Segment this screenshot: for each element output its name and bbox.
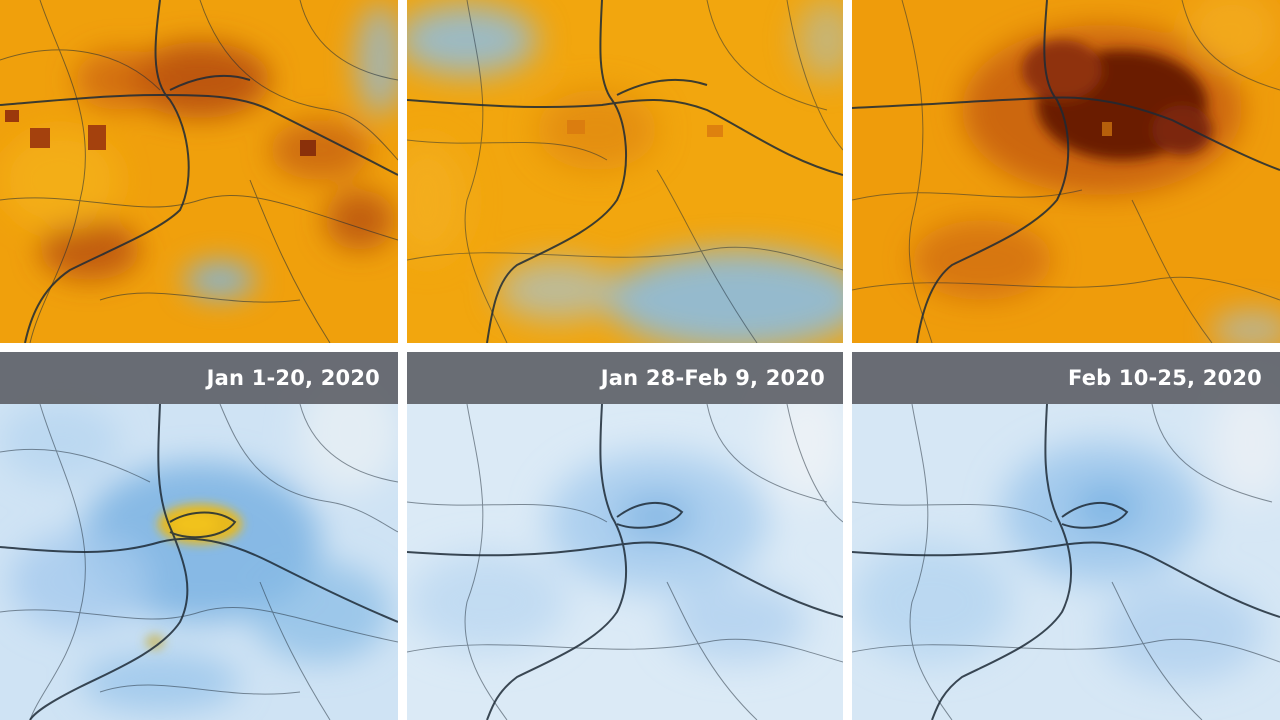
map-panel-bottom-right: Feb 10-25, 2020 <box>852 352 1280 720</box>
map-panel-top-right <box>852 0 1280 343</box>
map-panel-bottom-middle: Jan 28-Feb 9, 2020 <box>407 352 843 720</box>
period-label-3: Feb 10-25, 2020 <box>852 352 1280 404</box>
period-label-1: Jan 1-20, 2020 <box>0 352 398 404</box>
map-panel-top-left <box>0 0 398 343</box>
period-label-2: Jan 28-Feb 9, 2020 <box>407 352 843 404</box>
map-panel-top-middle <box>407 0 843 343</box>
map-panel-bottom-left: Jan 1-20, 2020 <box>0 352 398 720</box>
